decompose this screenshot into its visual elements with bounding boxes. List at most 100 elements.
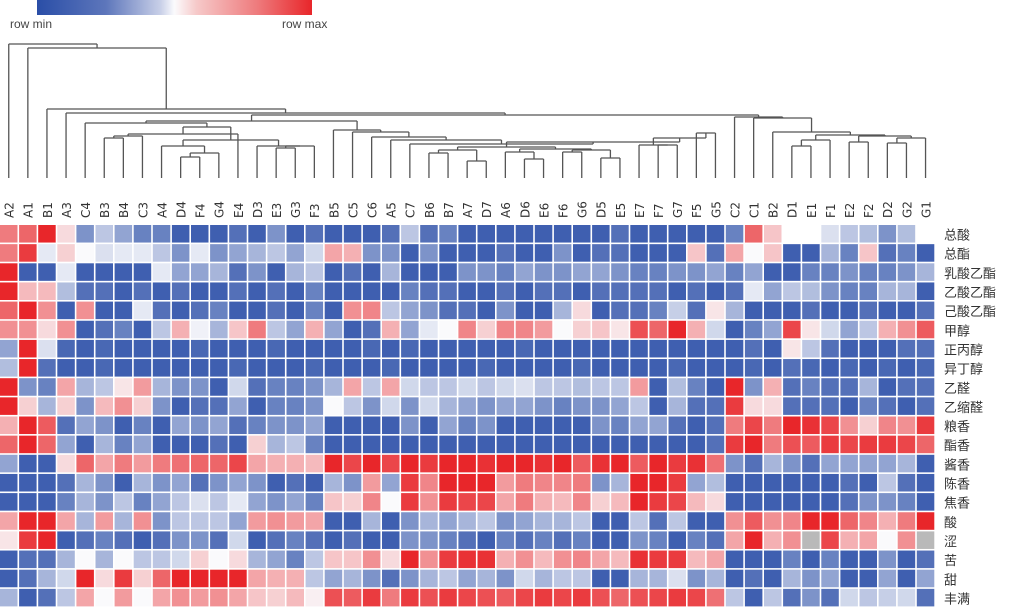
column-label: G6 [576, 201, 590, 218]
heatmap-cell [362, 435, 381, 454]
heatmap-cell [706, 569, 725, 588]
heatmap-cell [191, 282, 209, 300]
heatmap-cell [420, 512, 438, 530]
heatmap-cell [744, 512, 763, 530]
heatmap-cell [821, 320, 839, 339]
heatmap-cell [840, 416, 858, 435]
heatmap-cell [534, 435, 553, 454]
heatmap-cell [744, 359, 763, 377]
heatmap-cell [210, 550, 228, 569]
heatmap-cell [76, 225, 94, 243]
heatmap-cell [305, 454, 324, 473]
heatmap-cell [286, 263, 304, 281]
heatmap-cell [171, 320, 190, 339]
heatmap-cell [802, 512, 820, 530]
heatmap-cell [687, 435, 706, 454]
heatmap-cell [38, 416, 56, 435]
heatmap-cell [553, 282, 572, 300]
heatmap-cell [76, 531, 94, 549]
heatmap-cell [305, 569, 324, 588]
heatmap-cell [0, 244, 18, 262]
heatmap-cell [515, 454, 534, 473]
heatmap-cell [916, 550, 935, 569]
heatmap-cell [171, 493, 190, 511]
heatmap-cell [821, 397, 839, 415]
heatmap-cell [95, 569, 113, 588]
heatmap-cell [76, 569, 94, 588]
heatmap-cell [802, 301, 820, 320]
heatmap-cell [496, 588, 515, 607]
heatmap-cell [248, 301, 266, 320]
heatmap-cell [897, 378, 916, 396]
heatmap-cell [706, 416, 725, 435]
heatmap-cell [57, 493, 75, 511]
heatmap-cell [401, 378, 419, 396]
heatmap-cell [878, 416, 897, 435]
heatmap-cell [229, 550, 247, 569]
heatmap-cell [305, 263, 324, 281]
column-label: G3 [289, 201, 303, 218]
heatmap-cell [573, 282, 591, 300]
heatmap-cell [286, 378, 304, 396]
heatmap-cell [630, 397, 648, 415]
heatmap-cell [152, 378, 171, 396]
heatmap-cell [152, 512, 171, 530]
heatmap-cell [324, 397, 343, 415]
heatmap-cell [477, 588, 495, 607]
heatmap-cell [420, 416, 438, 435]
heatmap-cell [764, 512, 782, 530]
column-label: B1 [41, 202, 55, 218]
heatmap-cell [343, 473, 362, 492]
heatmap-cell [420, 454, 438, 473]
heatmap-cell [343, 493, 362, 511]
heatmap-cell [114, 435, 133, 454]
heatmap-cell [362, 416, 381, 435]
heatmap-cell [324, 550, 343, 569]
heatmap-cell [324, 569, 343, 588]
heatmap-cell [534, 397, 553, 415]
heatmap-cell [57, 531, 75, 549]
heatmap-cell [95, 263, 113, 281]
heatmap-cell [324, 225, 343, 243]
heatmap-cell [439, 473, 457, 492]
heatmap-cell [916, 263, 935, 281]
heatmap-cell [0, 301, 18, 320]
heatmap-cell [534, 512, 553, 530]
heatmap-cell [362, 454, 381, 473]
heatmap-cell [916, 473, 935, 492]
heatmap-cell [477, 225, 495, 243]
heatmap-cell [248, 320, 266, 339]
column-label: E5 [614, 203, 628, 218]
column-label: C6 [365, 202, 379, 218]
heatmap-cell [725, 378, 744, 396]
heatmap-cell [897, 339, 916, 358]
heatmap-cell [133, 550, 152, 569]
heatmap-cell [802, 378, 820, 396]
heatmap-cell [248, 244, 266, 262]
heatmap-cell [248, 225, 266, 243]
heatmap-cell [630, 301, 648, 320]
heatmap-cell [821, 550, 839, 569]
heatmap-cell [649, 359, 667, 377]
heatmap-cell [687, 244, 706, 262]
heatmap-cell [706, 301, 725, 320]
heatmap-cell [382, 435, 400, 454]
heatmap-cell [630, 550, 648, 569]
heatmap-cell [0, 378, 18, 396]
heatmap-cell [649, 512, 667, 530]
heatmap-cell [534, 531, 553, 549]
heatmap-cell [439, 454, 457, 473]
heatmap-cell [171, 378, 190, 396]
heatmap-cell [229, 263, 247, 281]
heatmap-cell [897, 225, 916, 243]
heatmap-cell [840, 301, 858, 320]
heatmap-cell [802, 435, 820, 454]
heatmap-cell [878, 320, 897, 339]
column-label: A2 [3, 202, 17, 218]
heatmap-cell [630, 225, 648, 243]
heatmap-cell [515, 569, 534, 588]
heatmap-cell [114, 244, 133, 262]
heatmap-cell [267, 397, 285, 415]
heatmap-cell [171, 301, 190, 320]
heatmap-cell [19, 531, 37, 549]
